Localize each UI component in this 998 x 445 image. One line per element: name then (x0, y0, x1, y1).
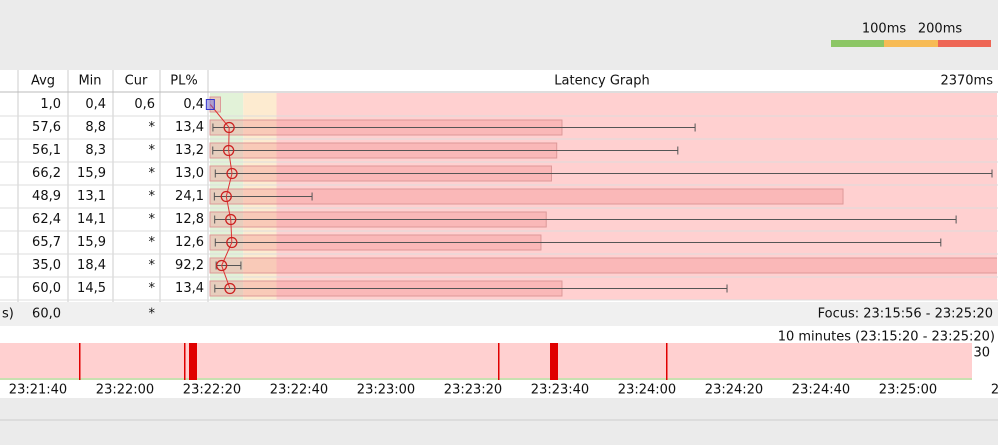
focus-range: Focus: 23:15:56 - 23:25:20 (818, 307, 993, 322)
cell: 8,3 (85, 143, 106, 158)
cell: 13,0 (175, 166, 204, 181)
avg-point (225, 213, 237, 226)
cell: * (149, 235, 156, 250)
zone-bad (276, 185, 997, 208)
cell: 14,1 (77, 212, 106, 227)
cell: 12,8 (175, 212, 204, 227)
footer-bg (0, 398, 998, 445)
time-label: 23:22:20 (183, 383, 241, 398)
time-label: 23:24:40 (792, 383, 850, 398)
cell: * (149, 143, 156, 158)
zone-warn (243, 254, 277, 277)
cell: 13,4 (175, 281, 204, 296)
time-label: 23:22:00 (96, 383, 154, 398)
summary-bg (0, 302, 998, 326)
cell: 56,1 (32, 143, 61, 158)
legend-label: 200ms (918, 22, 962, 37)
graph-header: Latency Graph (554, 74, 649, 89)
loss-markers (79, 343, 668, 380)
packet-loss-bar (209, 96, 222, 113)
avg-point (226, 236, 238, 249)
cell: 92,2 (175, 258, 204, 273)
cell: * (149, 166, 156, 181)
scale-label: 2370ms (940, 74, 993, 89)
summary-name: s) (2, 307, 14, 322)
column-header: PL% (170, 74, 197, 89)
column-header: Avg (31, 74, 55, 89)
zone-bad (276, 254, 997, 277)
legend-label: 100ms (862, 22, 906, 37)
legend-green (831, 40, 884, 47)
summary-avg: 60,0 (32, 307, 61, 322)
avg-point (205, 99, 215, 110)
time-label: 23:21:40 (9, 383, 67, 398)
packet-loss-bar (209, 188, 844, 205)
cell: * (149, 281, 156, 296)
cell: * (149, 189, 156, 204)
avg-line (209, 104, 233, 289)
cell: 62,4 (32, 212, 61, 227)
legend-yellow (884, 40, 938, 47)
cell: * (149, 258, 156, 273)
cell: 0,6 (134, 97, 155, 112)
avg-point (215, 259, 228, 272)
cell: 57,6 (32, 120, 61, 135)
time-label: 23:25:00 (879, 383, 937, 398)
cell: 24,1 (175, 189, 204, 204)
cell: 48,9 (32, 189, 61, 204)
cell: 66,2 (32, 166, 61, 181)
time-label: 23:23:40 (531, 383, 589, 398)
zone-bad (276, 93, 997, 116)
cell: 13,2 (175, 143, 204, 158)
time-label: 23:23:20 (444, 383, 502, 398)
cell: 1,0 (40, 97, 61, 112)
cell: 14,5 (77, 281, 106, 296)
cell: 8,8 (85, 120, 106, 135)
cell: 65,7 (32, 235, 61, 250)
graph-area (209, 93, 997, 300)
cell: 60,0 (32, 281, 61, 296)
time-label: 23:22:40 (270, 383, 328, 398)
cell: 18,4 (77, 258, 106, 273)
time-label: 23:24:20 (705, 383, 763, 398)
cell: 15,9 (77, 235, 106, 250)
summary-cur: * (149, 307, 156, 322)
timeline-strip (0, 343, 972, 380)
cell: 13,4 (175, 120, 204, 135)
timeline-scale: 30 (973, 346, 990, 361)
column-header: Cur (125, 74, 148, 89)
legend-red (938, 40, 991, 47)
toolbar-bg (0, 0, 998, 70)
time-label: 2 (991, 383, 998, 398)
timeline-title: 10 minutes (23:15:20 - 23:25:20) (778, 330, 995, 345)
zone-warn (243, 93, 277, 116)
cell: 0,4 (183, 97, 204, 112)
cell: 12,6 (175, 235, 204, 250)
avg-point (224, 282, 236, 295)
avg-point (223, 144, 235, 157)
time-label: 23:24:00 (618, 383, 676, 398)
zone-good (210, 93, 244, 116)
time-label: 23:23:00 (357, 383, 415, 398)
cell: 13,1 (77, 189, 106, 204)
column-header: Min (78, 74, 101, 89)
cell: 15,9 (77, 166, 106, 181)
cell: * (149, 120, 156, 135)
cell: * (149, 212, 156, 227)
packet-loss-bar (209, 257, 997, 274)
avg-point (223, 121, 235, 134)
avg-point (226, 167, 238, 180)
avg-point (220, 190, 232, 203)
cell: 0,4 (85, 97, 106, 112)
cell: 35,0 (32, 258, 61, 273)
